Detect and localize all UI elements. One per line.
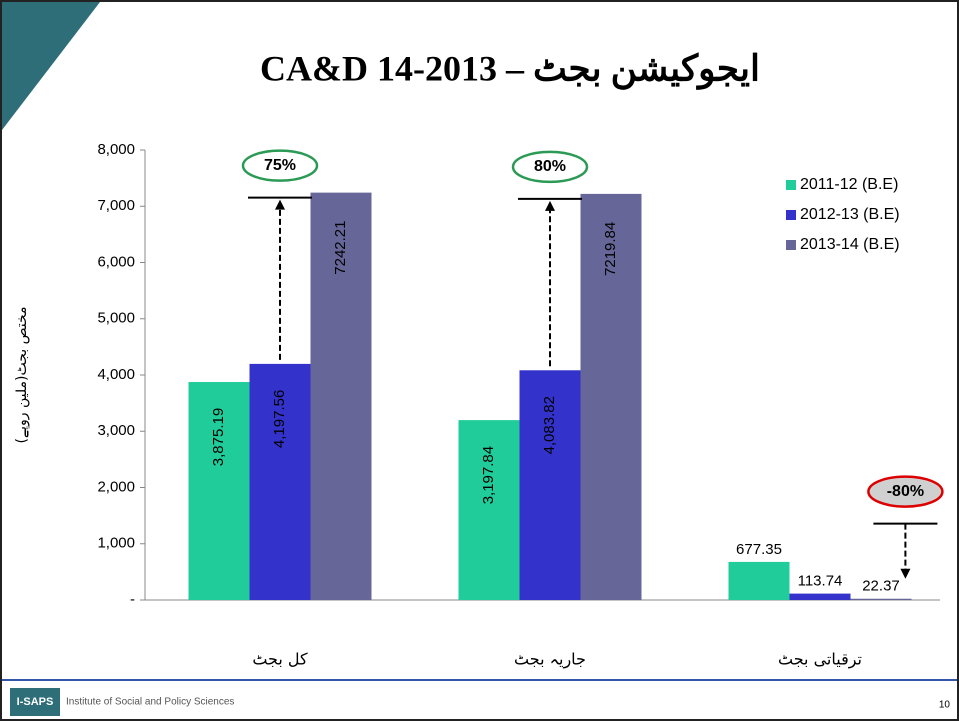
bar <box>458 420 520 600</box>
data-label: 7219.84 <box>602 222 619 276</box>
bar <box>249 363 311 600</box>
annotation: 80% <box>534 158 566 175</box>
bar <box>310 192 372 601</box>
y-tick-label: 1,000 <box>97 535 135 552</box>
y-tick-label: 7,000 <box>97 197 135 214</box>
data-label: 3,875.19 <box>210 408 227 466</box>
data-label: 22.37 <box>862 578 900 595</box>
bar <box>188 382 250 600</box>
legend-label: 2012-13 (B.E) <box>800 206 900 223</box>
bar <box>850 598 912 600</box>
institute-name: Institute of Social and Policy Sciences <box>66 697 234 708</box>
arrow-head <box>900 568 911 579</box>
page-number: 10 <box>939 700 951 711</box>
data-label: 7242.21 <box>332 221 349 275</box>
annotation: -80% <box>887 483 924 500</box>
bar <box>519 370 581 600</box>
x-tick-label: ترقیاتی بجٹ <box>778 650 862 670</box>
corner-decoration <box>2 2 100 130</box>
legend-label: 2011-12 (B.E) <box>800 176 898 193</box>
legend-swatch <box>786 180 796 190</box>
y-tick-label: 4,000 <box>97 366 135 383</box>
annotation-oval <box>511 150 589 184</box>
x-tick-label: جاریہ بجٹ <box>514 650 586 670</box>
arrow-head <box>275 199 285 210</box>
logo-box <box>10 688 60 716</box>
data-label: 3,197.84 <box>480 446 497 504</box>
bar <box>580 193 642 600</box>
data-label: 4,197.56 <box>271 390 288 448</box>
slide-title: CA&D ایجوکیشن بجٹ – 2013-14 <box>260 48 760 90</box>
data-label: 677.35 <box>736 541 782 558</box>
annotation-oval <box>867 475 944 508</box>
bar <box>728 561 790 600</box>
x-tick-label: کل بجٹ <box>252 650 308 669</box>
logo-text: I-SAPS <box>17 696 54 708</box>
arrow-head <box>545 200 555 211</box>
annotation-oval <box>241 149 319 182</box>
legend-swatch <box>786 210 796 220</box>
data-label: 113.74 <box>798 573 843 590</box>
data-label: 4,083.82 <box>541 396 558 454</box>
y-tick-label: 3,000 <box>97 422 135 439</box>
bar <box>789 593 851 600</box>
y-axis-label: مختص بجٹ(ملین روپے) <box>14 306 30 443</box>
y-tick-label: 2,000 <box>97 478 135 495</box>
y-tick-label: 6,000 <box>97 253 135 270</box>
y-tick-label: - <box>130 591 135 608</box>
y-tick-label: 5,000 <box>97 310 135 327</box>
legend-swatch <box>786 240 796 250</box>
legend-label: 2013-14 (B.E) <box>800 236 900 253</box>
annotation: 75% <box>264 157 296 174</box>
y-tick-label: 8,000 <box>97 141 135 158</box>
